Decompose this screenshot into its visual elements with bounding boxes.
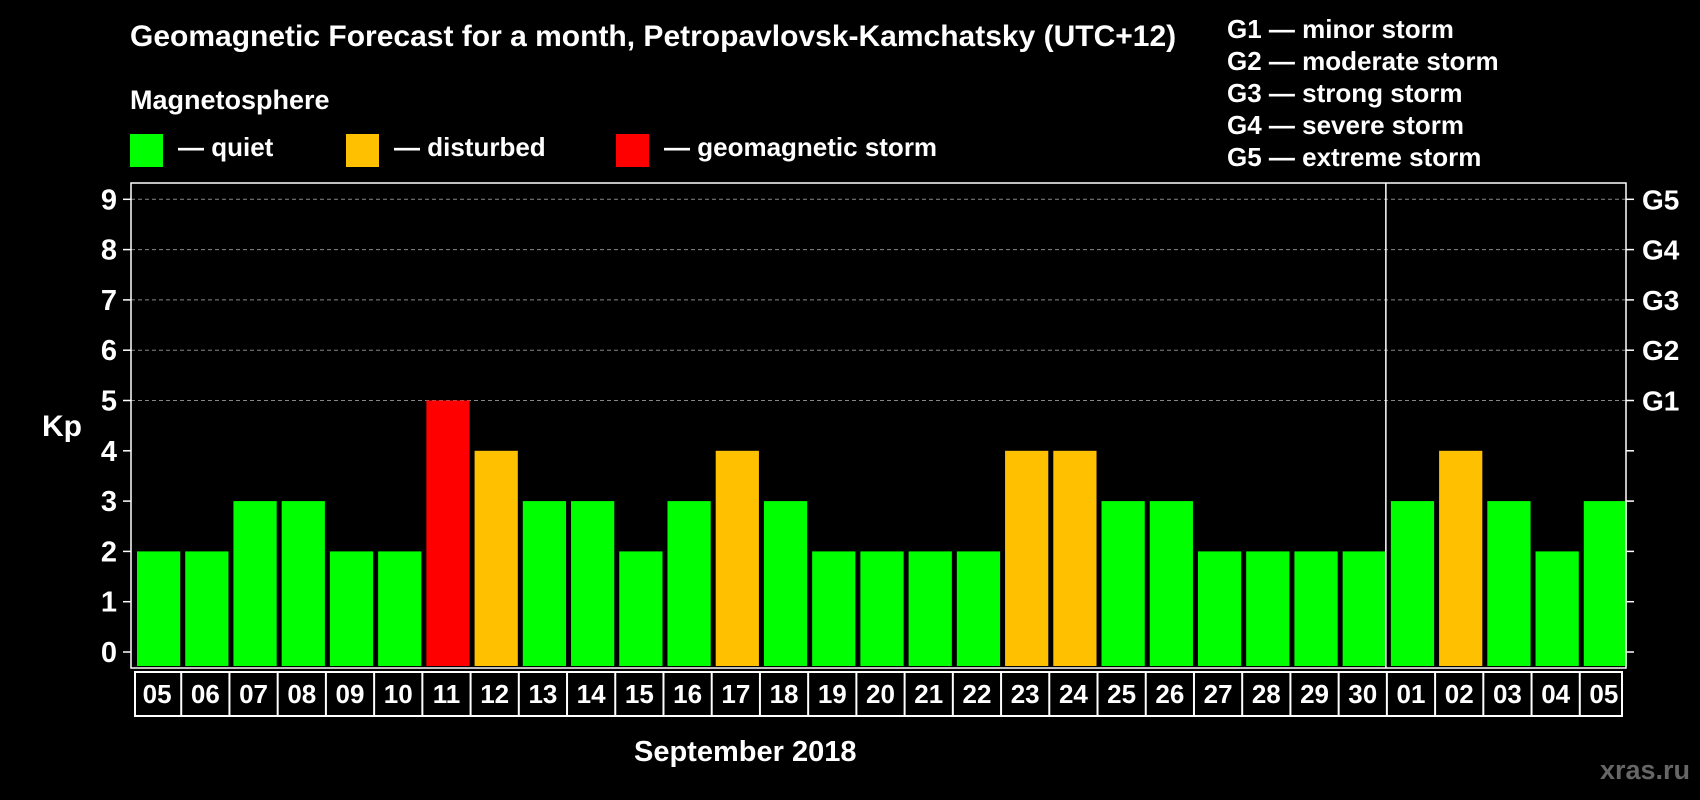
kp-bar <box>185 551 229 666</box>
x-tick-label: 21 <box>914 679 943 709</box>
kp-bar <box>233 501 277 666</box>
x-tick-label: 05 <box>143 679 172 709</box>
kp-bar <box>1294 551 1338 666</box>
x-tick-label: 23 <box>1011 679 1040 709</box>
x-tick-label: 07 <box>239 679 268 709</box>
y-tick-label: 5 <box>101 386 117 418</box>
y-tick-label: 9 <box>101 184 117 216</box>
y-tick-label: 4 <box>101 436 117 468</box>
kp-bar <box>1149 501 1193 666</box>
kp-bar <box>908 551 952 666</box>
x-tick-label: 22 <box>962 679 991 709</box>
x-axis-box <box>134 671 1623 717</box>
kp-bar <box>1439 450 1483 666</box>
right-g-label: G4 <box>1642 235 1680 266</box>
x-tick-label: 04 <box>1541 679 1570 709</box>
x-tick-label: 28 <box>1252 679 1281 709</box>
kp-bar <box>474 450 518 666</box>
kp-bar <box>522 501 567 666</box>
kp-bar <box>667 501 711 666</box>
kp-bar <box>1390 501 1435 666</box>
kp-bar <box>1583 501 1627 666</box>
plot-frame <box>130 182 1627 669</box>
x-tick-label: 12 <box>480 679 509 709</box>
kp-bar <box>1246 551 1290 666</box>
kp-bar <box>426 400 470 666</box>
right-g-label: G2 <box>1642 335 1679 366</box>
kp-bar <box>1101 501 1145 666</box>
kp-bar <box>860 551 904 666</box>
right-g-label: G5 <box>1642 184 1679 215</box>
kp-bar <box>571 501 615 666</box>
kp-bar <box>1487 501 1531 666</box>
kp-bar <box>1197 551 1242 666</box>
x-tick-label: 16 <box>673 679 702 709</box>
right-g-label: G1 <box>1642 386 1679 417</box>
x-tick-label: 19 <box>818 679 847 709</box>
kp-bar <box>137 551 181 666</box>
x-tick-label: 26 <box>1155 679 1184 709</box>
x-axis-label: September 2018 <box>634 736 857 768</box>
x-tick-label: 30 <box>1348 679 1377 709</box>
x-tick-label: 24 <box>1059 679 1088 709</box>
y-tick-label: 6 <box>101 335 117 367</box>
x-tick-label: 15 <box>625 679 654 709</box>
x-tick-label: 18 <box>770 679 799 709</box>
y-tick-label: 0 <box>101 637 117 669</box>
x-tick-label: 05 <box>1589 679 1618 709</box>
x-tick-label: 13 <box>528 679 557 709</box>
legend-swatch-quiet <box>130 134 163 167</box>
kp-bar <box>1342 551 1386 666</box>
y-tick-label: 1 <box>101 587 117 619</box>
g-scale-g4: G4 — severe storm <box>1227 110 1465 140</box>
x-tick-label: 01 <box>1397 679 1426 709</box>
legend-title: Magnetosphere <box>130 85 330 115</box>
legend-label-disturbed: — disturbed <box>394 132 546 162</box>
kp-bar <box>378 551 422 666</box>
x-tick-label: 09 <box>336 679 365 709</box>
legend-swatch-storm <box>616 134 649 167</box>
x-tick-label: 10 <box>384 679 413 709</box>
x-tick-label: 11 <box>433 679 461 709</box>
g-scale-g5: G5 — extreme storm <box>1227 142 1482 172</box>
kp-bar <box>763 501 808 666</box>
kp-bar <box>619 551 663 666</box>
y-axis-label: Kp <box>42 410 82 443</box>
watermark: xras.ru <box>1599 755 1690 785</box>
y-tick-label: 8 <box>101 235 117 267</box>
x-tick-label: 03 <box>1493 679 1522 709</box>
kp-bar <box>281 501 325 666</box>
y-tick-label: 3 <box>101 486 117 518</box>
x-tick-label: 27 <box>1204 679 1233 709</box>
kp-bar <box>1535 551 1579 666</box>
right-g-label: G3 <box>1642 285 1679 316</box>
x-tick-label: 08 <box>287 679 316 709</box>
legend-label-quiet: — quiet <box>178 132 274 162</box>
kp-bar <box>812 551 856 666</box>
chart-title: Geomagnetic Forecast for a month, Petrop… <box>130 20 1177 53</box>
x-tick-label: 20 <box>866 679 895 709</box>
kp-bar <box>715 450 759 666</box>
kp-bar <box>1005 450 1049 666</box>
x-tick-label: 14 <box>577 679 606 709</box>
x-tick-label: 17 <box>721 679 750 709</box>
y-tick-label: 7 <box>101 285 117 317</box>
x-tick-label: 06 <box>191 679 220 709</box>
y-tick-label: 2 <box>101 536 117 568</box>
kp-bar <box>329 551 374 666</box>
x-tick-label: 25 <box>1107 679 1136 709</box>
g-scale-g3: G3 — strong storm <box>1227 78 1463 108</box>
x-tick-label: 29 <box>1300 679 1329 709</box>
kp-bar <box>956 551 1001 666</box>
legend-label-storm: — geomagnetic storm <box>664 132 938 162</box>
g-scale-g2: G2 — moderate storm <box>1227 46 1499 76</box>
x-tick-label: 02 <box>1445 679 1474 709</box>
g-scale-g1: G1 — minor storm <box>1227 14 1454 44</box>
legend-swatch-disturbed <box>346 134 379 167</box>
kp-bar <box>1053 450 1097 666</box>
